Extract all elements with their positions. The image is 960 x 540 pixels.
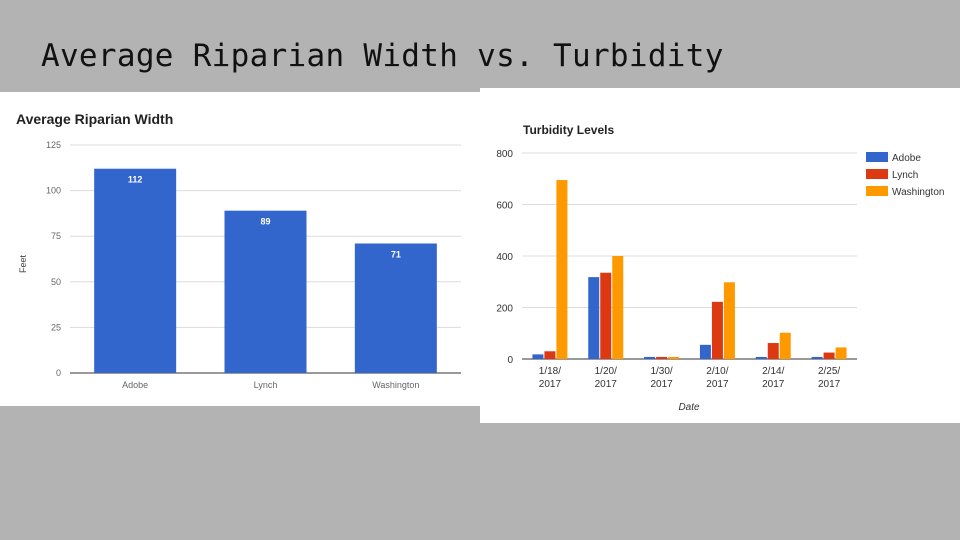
slide-title: Average Riparian Width vs. Turbidity: [41, 38, 724, 74]
riparian-width-chart-panel: Average Riparian Width Feet 0 25 50 75 100 12…: [0, 92, 480, 406]
y-tick-label: 125: [46, 140, 61, 150]
x-tick-label-line: 1/20/: [595, 366, 617, 377]
chart-title: Turbidity Levels: [523, 123, 614, 137]
y-tick-label: 100: [46, 186, 61, 196]
x-tick-label-line: 1/18/: [539, 366, 561, 377]
y-tick-label: 400: [496, 252, 513, 263]
x-tick-label-line: 2017: [650, 379, 673, 390]
y-tick-label: 0: [507, 355, 513, 366]
bar-washington: [779, 332, 791, 359]
y-tick-label: 0: [56, 368, 61, 378]
bar-adobe: [755, 356, 767, 359]
bar-adobe: [811, 356, 823, 359]
y-tick-label: 75: [51, 231, 61, 241]
bar-lynch: [767, 343, 779, 359]
x-tick-label-line: 2/14/: [762, 366, 784, 377]
x-tick-label-line: 2017: [539, 379, 562, 390]
data-label: 112: [128, 175, 143, 185]
bar-lynch: [656, 356, 668, 359]
turbidity-chart-panel: Turbidity Levels Date 0 200 400 600 800 1/18…: [480, 88, 960, 423]
legend-swatch-adobe: [866, 152, 888, 162]
x-tick-label: 2/10/2017: [706, 366, 729, 390]
x-tick-label: Adobe: [122, 380, 148, 390]
x-tick-label-line: 2017: [818, 379, 841, 390]
bar-adobe: [644, 356, 656, 359]
bar-washington: [556, 180, 568, 359]
bar-washington: [835, 347, 847, 359]
x-tick-label: 1/18/2017: [539, 366, 562, 390]
x-tick-label: 1/20/2017: [595, 366, 618, 390]
x-tick-label: 2/25/2017: [818, 366, 841, 390]
legend-swatch-washington: [866, 186, 888, 196]
data-label: 71: [391, 249, 401, 259]
y-tick-label: 200: [496, 304, 513, 315]
bar-adobe: [532, 354, 544, 359]
legend-label: Adobe: [892, 153, 921, 164]
data-label: 89: [260, 217, 270, 227]
chart-title: Average Riparian Width: [16, 111, 173, 127]
bar-adobe: [588, 277, 600, 359]
x-tick-label-line: 2017: [706, 379, 729, 390]
x-tick-label: Lynch: [254, 380, 278, 390]
x-tick-label: 2/14/2017: [762, 366, 785, 390]
x-tick-label-line: 2/10/: [706, 366, 728, 377]
legend: Adobe Lynch Washington: [866, 152, 944, 198]
x-tick-label: Washington: [372, 380, 419, 390]
bar-lynch: [600, 272, 612, 359]
x-axis-label: Date: [678, 402, 700, 413]
bar: [224, 210, 307, 373]
x-tick-label-line: 2/25/: [818, 366, 840, 377]
legend-label: Washington: [892, 187, 944, 198]
bar: [354, 243, 437, 373]
x-tick-label-line: 2017: [762, 379, 785, 390]
bar-washington: [723, 282, 735, 359]
bar-adobe: [699, 344, 711, 359]
bar-washington: [612, 256, 624, 359]
y-axis-label: Feet: [18, 254, 28, 273]
legend-swatch-lynch: [866, 169, 888, 179]
bar-washington: [668, 356, 680, 359]
bar: [94, 168, 177, 373]
bar-lynch: [711, 301, 723, 359]
y-tick-label: 25: [51, 322, 61, 332]
legend-label: Lynch: [892, 170, 918, 181]
y-tick-label: 600: [496, 201, 513, 212]
x-tick-label: 1/30/2017: [650, 366, 673, 390]
y-tick-label: 800: [496, 149, 513, 160]
bar-lynch: [544, 351, 556, 359]
riparian-width-chart: Average Riparian Width Feet 0 25 50 75 100 12…: [16, 111, 461, 390]
y-tick-label: 50: [51, 277, 61, 287]
x-tick-label-line: 1/30/: [650, 366, 672, 377]
x-tick-label-line: 2017: [595, 379, 618, 390]
bar-lynch: [823, 352, 835, 359]
turbidity-chart: Turbidity Levels Date 0 200 400 600 800 1/18…: [496, 123, 944, 413]
